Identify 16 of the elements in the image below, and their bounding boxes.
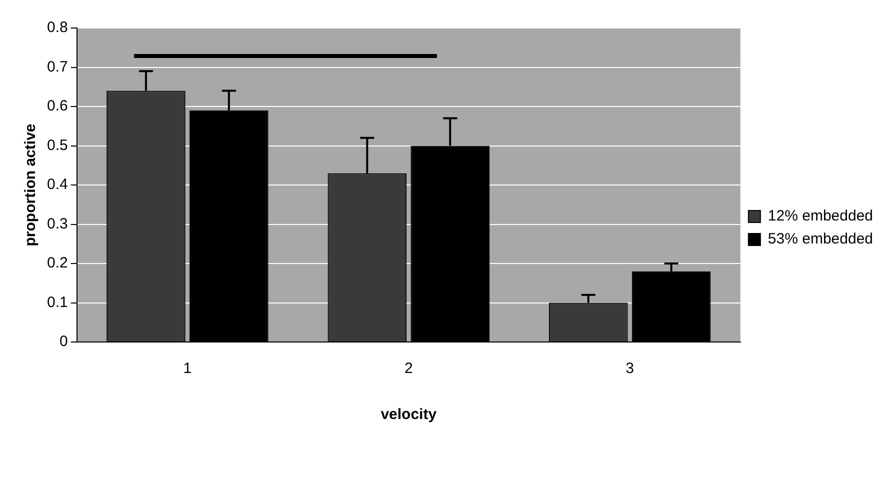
y-tick-label: 0.3 xyxy=(46,215,68,232)
y-tick-label: 0.7 xyxy=(46,58,68,76)
x-tick-label: 2 xyxy=(404,360,413,378)
y-tick-label: 0.2 xyxy=(46,254,68,272)
x-tick-label: 3 xyxy=(626,360,634,378)
y-tick-label: 0.8 xyxy=(46,19,68,36)
y-tick-label: 0.1 xyxy=(46,294,68,311)
y-tick-label: 0.4 xyxy=(46,176,68,194)
y-tick-label: 0.6 xyxy=(46,98,68,115)
x-axis-title: velocity xyxy=(380,406,438,424)
legend-label: 53% embedded xyxy=(768,230,874,248)
x-tick-label: 1 xyxy=(183,360,192,378)
y-axis-title: proportion active xyxy=(22,124,40,246)
y-tick-label: 0.5 xyxy=(46,136,68,154)
y-tick-label: 0 xyxy=(60,333,68,350)
legend-label: 12% embedded xyxy=(768,208,874,225)
